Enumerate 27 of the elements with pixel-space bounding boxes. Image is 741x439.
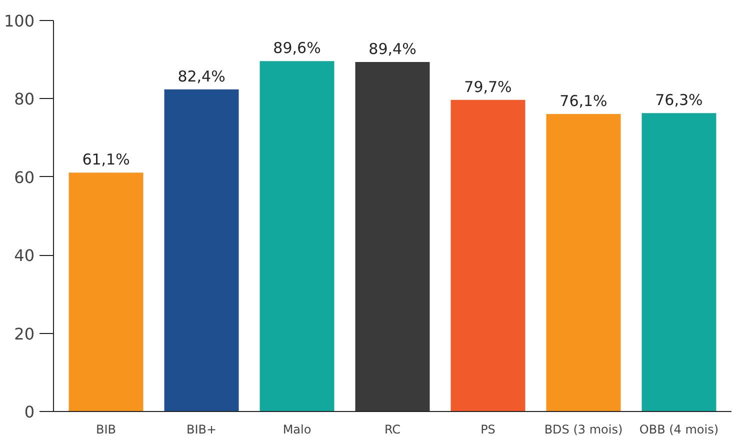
y-tick-label: 20 — [14, 324, 34, 344]
bar — [260, 61, 334, 412]
x-tick-label: RC — [384, 422, 401, 436]
bar — [164, 89, 239, 412]
bar — [546, 114, 621, 412]
y-tick-label: 60 — [14, 168, 34, 187]
x-tick-label: Malo — [282, 422, 312, 436]
x-tick-label: OBB (4 mois) — [639, 422, 719, 436]
x-tick-label: BIB — [96, 422, 116, 436]
data-label: 61,1% — [82, 150, 130, 169]
bar — [642, 113, 716, 412]
bar — [68, 172, 144, 412]
x-tick-label: BDS (3 mois) — [544, 422, 623, 436]
y-tick-label: 40 — [14, 246, 34, 266]
y-tick-label: 100 — [4, 12, 35, 30]
data-label: 76,1% — [560, 92, 608, 110]
data-label: 82,4% — [178, 67, 226, 86]
data-label: 76,3% — [655, 91, 703, 110]
bar — [355, 62, 430, 412]
data-label: 89,4% — [368, 40, 416, 58]
x-tick-label: BIB+ — [186, 422, 217, 436]
data-label: 89,6% — [273, 39, 321, 58]
y-tick-label: 0 — [24, 402, 35, 422]
bar — [450, 100, 526, 412]
y-tick-label: 80 — [14, 90, 34, 109]
x-tick-label: PS — [480, 422, 496, 436]
data-label: 79,7% — [464, 78, 512, 96]
